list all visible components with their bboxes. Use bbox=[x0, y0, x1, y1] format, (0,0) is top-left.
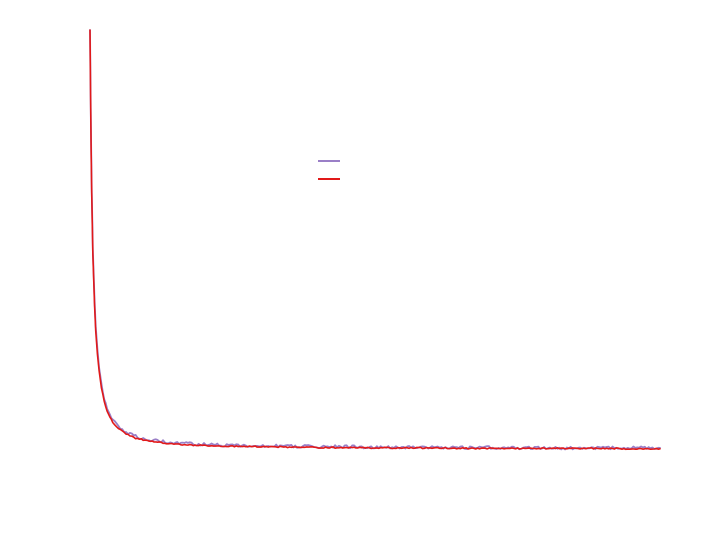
legend-item-1 bbox=[318, 170, 346, 188]
legend-swatch-icon bbox=[318, 160, 340, 162]
line-chart bbox=[0, 0, 720, 540]
legend bbox=[318, 152, 346, 188]
legend-item-0 bbox=[318, 152, 346, 170]
legend-swatch-icon bbox=[318, 178, 340, 180]
